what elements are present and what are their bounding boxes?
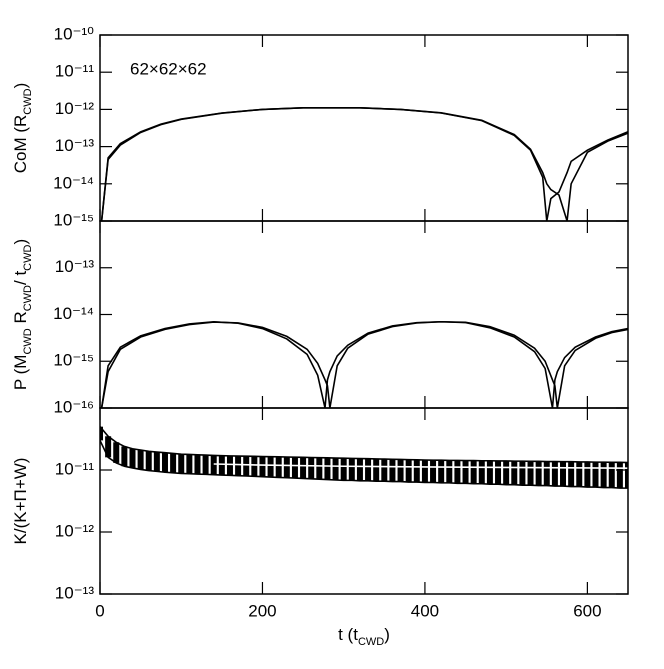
y-axis-label: CoM (RCWD) xyxy=(11,83,33,174)
y-tick-label: 10⁻¹¹ xyxy=(55,62,95,81)
y-axis-label: P (MCWD RCWD/ tCWD) xyxy=(11,239,33,390)
x-axis-label-part: CWD xyxy=(358,636,384,648)
y-axis-label-part: CWD xyxy=(22,88,34,114)
series-line xyxy=(213,463,628,469)
y-tick-label: 10⁻¹⁴ xyxy=(53,304,94,323)
y-axis-label: K/(K+Π+W) xyxy=(11,458,30,545)
y-tick-label: 10⁻¹³ xyxy=(55,257,95,276)
y-tick-label: 10⁻¹³ xyxy=(55,583,95,602)
y-axis-label-part: R xyxy=(11,311,30,328)
x-tick-label: 0 xyxy=(95,601,104,620)
y-tick-label: 10⁻¹⁵ xyxy=(53,351,94,370)
panel-frame xyxy=(99,407,629,595)
y-axis-label-part: CWD xyxy=(22,285,34,311)
x-tick-label: 200 xyxy=(248,601,276,620)
series-line xyxy=(100,320,628,408)
series-line xyxy=(100,107,628,221)
x-axis-label-part: ) xyxy=(384,625,390,644)
y-axis-label-part: CWD xyxy=(22,328,34,354)
y-axis-label-part: / t xyxy=(11,271,30,285)
plot-area xyxy=(100,107,628,221)
series-line xyxy=(100,107,628,221)
y-axis-label-part: ) xyxy=(11,239,30,245)
y-tick-label: 10⁻¹⁴ xyxy=(53,173,94,192)
x-tick-label: 600 xyxy=(573,601,601,620)
y-axis-label-part: ) xyxy=(11,83,30,89)
y-tick-label: 10⁻¹⁰ xyxy=(54,24,95,43)
y-axis-label-part: K/(K+Π+W) xyxy=(11,458,30,545)
y-tick-label: 10⁻¹⁵ xyxy=(53,210,94,229)
panel-frame xyxy=(99,220,629,409)
y-tick-label: 10⁻¹⁶ xyxy=(53,397,94,416)
y-tick-label: 10⁻¹¹ xyxy=(55,459,95,478)
x-axis-label: t (tCWD) xyxy=(338,625,390,647)
y-tick-label: 10⁻¹² xyxy=(55,99,95,118)
x-tick-label: 400 xyxy=(411,601,439,620)
series-line xyxy=(100,426,628,464)
y-axis-label-part: CWD xyxy=(22,244,34,270)
y-axis-label-part: P (M xyxy=(11,355,30,391)
x-axis-label-part: t (t xyxy=(338,625,358,644)
y-tick-label: 10⁻¹² xyxy=(55,521,95,540)
plot-area xyxy=(100,426,628,489)
series-line xyxy=(100,320,628,408)
y-tick-label: 10⁻¹³ xyxy=(55,136,95,155)
annotation: 62×62×62 xyxy=(130,59,207,78)
series-line xyxy=(100,440,628,489)
y-axis-label-part: CoM (R xyxy=(11,115,30,174)
plot-area xyxy=(100,320,628,408)
